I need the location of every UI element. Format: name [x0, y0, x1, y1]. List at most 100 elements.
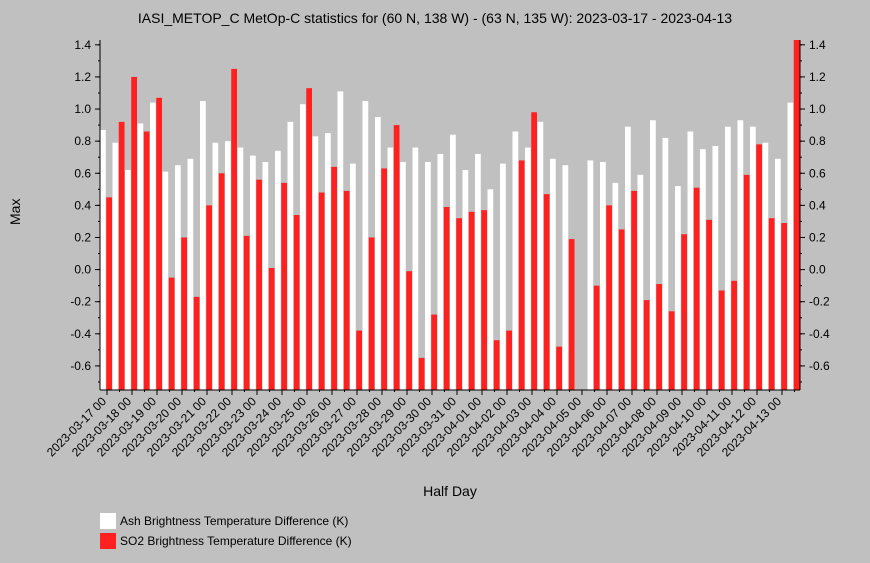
y-tick-label-left: 1.2 — [74, 70, 91, 84]
ash-bar — [612, 182, 619, 390]
so2-bar — [206, 205, 212, 390]
legend-label-ash: Ash Brightness Temperature Difference (K… — [120, 514, 349, 528]
ash-bar — [325, 133, 331, 390]
so2-bar — [218, 173, 225, 390]
ash-bar — [375, 117, 381, 390]
so2-bar — [118, 121, 125, 390]
so2-bar — [543, 194, 550, 390]
ash-bar — [387, 147, 394, 390]
so2-bar — [331, 166, 337, 390]
y-tick-label-left: -0.4 — [70, 327, 91, 341]
so2-bar — [531, 112, 537, 390]
ash-bar — [362, 101, 369, 390]
y-tick-label-right: 1.0 — [809, 102, 826, 116]
chart-legend: Ash Brightness Temperature Difference (K… — [100, 511, 352, 551]
ash-bar — [287, 121, 294, 390]
y-tick-label-left: 1.4 — [74, 38, 91, 52]
ash-bar — [662, 137, 669, 390]
so2-bar — [106, 197, 112, 390]
so2-bar — [381, 168, 387, 390]
so2-bar — [643, 300, 650, 390]
ash-bar — [450, 134, 456, 390]
ash-bar — [312, 136, 319, 390]
y-tick-label-right: 0.8 — [809, 134, 826, 148]
ash-bar — [475, 153, 481, 390]
ash-bar — [762, 142, 769, 390]
so2-bar — [431, 314, 437, 390]
so2-bar — [456, 218, 462, 390]
ash-bar — [675, 186, 681, 390]
so2-bar — [231, 68, 237, 391]
legend-item-so2: SO2 Brightness Temperature Difference (K… — [100, 531, 352, 551]
ash-bar — [187, 158, 194, 390]
so2-bar — [268, 267, 275, 390]
so2-bar — [156, 97, 162, 391]
so2-bar — [368, 237, 375, 390]
y-tick-label-left: 0.0 — [74, 263, 91, 277]
y-tick-label-right: 0.4 — [809, 198, 826, 212]
y-tick-label-right: 0.6 — [809, 166, 826, 180]
so2-bar — [681, 234, 687, 390]
ash-bar — [512, 131, 519, 390]
so2-bar — [518, 160, 525, 390]
ash-bar — [425, 162, 431, 390]
ash-bar — [237, 147, 244, 390]
ash-bar — [337, 91, 344, 390]
ash-bar — [262, 162, 269, 390]
ash-bar — [537, 121, 544, 390]
so2-bar — [668, 311, 675, 390]
so2-bar — [306, 88, 312, 391]
so2-bar — [618, 229, 625, 390]
y-tick-label-left: 0.2 — [74, 230, 91, 244]
ash-bar — [412, 147, 419, 390]
so2-bar — [168, 277, 175, 390]
ash-bar — [500, 163, 506, 390]
x-axis-label: Half Day — [423, 483, 477, 499]
ash-bar — [112, 142, 119, 390]
ash-bar — [350, 163, 356, 390]
y-tick-label-right: 0.2 — [809, 230, 826, 244]
ash-bar — [687, 131, 694, 390]
so2-bar — [393, 125, 400, 390]
ash-bar — [162, 171, 169, 390]
ash-bar — [437, 153, 444, 390]
ash-bar — [225, 141, 231, 390]
y-tick-label-left: -0.2 — [70, 295, 91, 309]
so2-bar — [506, 330, 512, 390]
legend-label-so2: SO2 Brightness Temperature Difference (K… — [120, 534, 352, 548]
y-tick-label-right: -0.6 — [809, 359, 830, 373]
so2-bar — [756, 144, 762, 390]
y-tick-label-right: -0.2 — [809, 295, 830, 309]
ash-bar — [600, 162, 606, 390]
so2-bar — [631, 190, 637, 390]
legend-item-ash: Ash Brightness Temperature Difference (K… — [100, 511, 352, 531]
so2-bar — [593, 285, 600, 390]
so2-bar — [781, 223, 787, 390]
ash-bar — [150, 102, 156, 391]
so2-bar — [143, 131, 150, 390]
ash-bar — [212, 142, 219, 390]
legend-swatch-so2 — [100, 533, 116, 549]
y-tick-label-right: 0.0 — [809, 263, 826, 277]
so2-bar — [718, 290, 725, 390]
so2-bar — [793, 40, 800, 390]
ash-bar — [175, 165, 181, 390]
ash-bar — [250, 155, 256, 390]
y-tick-label-left: 0.6 — [74, 166, 91, 180]
so2-bar — [443, 206, 450, 390]
so2-bar — [193, 296, 200, 390]
so2-bar — [131, 76, 137, 391]
ash-bar — [487, 189, 494, 390]
ash-bar — [700, 149, 706, 390]
ash-bar — [562, 165, 569, 390]
ash-bar — [550, 158, 556, 390]
chart-title: IASI_METOP_C MetOp-C statistics for (60 … — [137, 10, 733, 26]
ash-bar — [650, 120, 656, 390]
so2-bar — [406, 271, 412, 390]
ash-bar — [787, 102, 794, 391]
so2-bar — [743, 174, 750, 390]
ash-bar — [712, 145, 719, 390]
ash-bar — [737, 120, 744, 390]
so2-bar — [693, 187, 700, 390]
ash-bar — [125, 170, 131, 390]
